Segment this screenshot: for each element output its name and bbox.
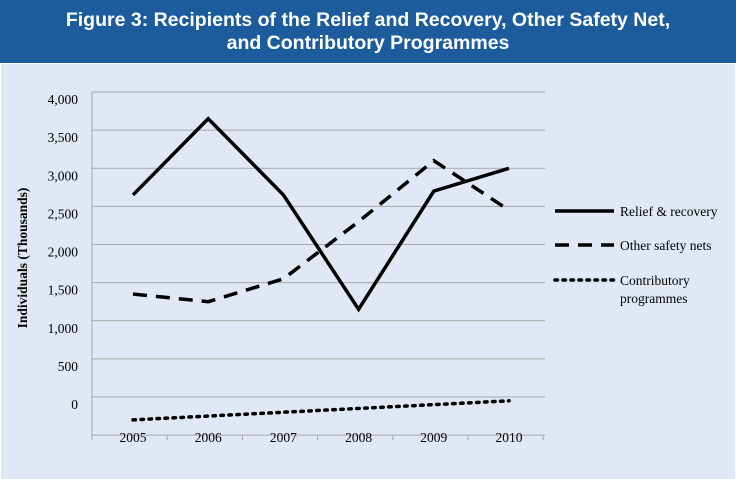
y-tick-label: 2,000 [48, 245, 79, 260]
legend-label: Contributory [620, 273, 690, 288]
series-line-1 [131, 116, 510, 313]
chart-panel [1, 64, 735, 479]
y-tick-label: 3,000 [48, 168, 79, 183]
x-tick-label: 2010 [496, 430, 523, 445]
series-line-2 [132, 158, 510, 304]
legend-label: Relief & recovery [620, 204, 718, 219]
legend-label: Other safety nets [620, 238, 711, 253]
y-tick-label: 500 [58, 359, 79, 374]
x-tick-label: 2005 [120, 430, 147, 445]
y-tick-label: 4,000 [48, 92, 79, 107]
x-tick-label: 2007 [270, 430, 297, 445]
y-tick-label: 1,500 [48, 283, 79, 298]
y-tick-label: 3,500 [48, 130, 79, 145]
figure-header: Figure 3: Recipients of the Relief and R… [0, 0, 736, 63]
figure-title-line-1: Figure 3: Recipients of the Relief and R… [65, 8, 671, 31]
y-tick-label: 1,000 [48, 321, 79, 336]
x-tick-label: 2009 [420, 430, 447, 445]
y-axis-title: Individuals (Thousands) [15, 188, 30, 329]
legend-label: programmes [620, 291, 687, 306]
y-tick-label: 2,500 [48, 206, 79, 221]
figure-title-line-2: and Contributory Programmes [226, 31, 510, 54]
x-tick-label: 2008 [345, 430, 372, 445]
x-tick-label: 2006 [195, 430, 222, 445]
y-tick-label: 0 [71, 397, 78, 412]
series-line-3 [131, 399, 511, 422]
